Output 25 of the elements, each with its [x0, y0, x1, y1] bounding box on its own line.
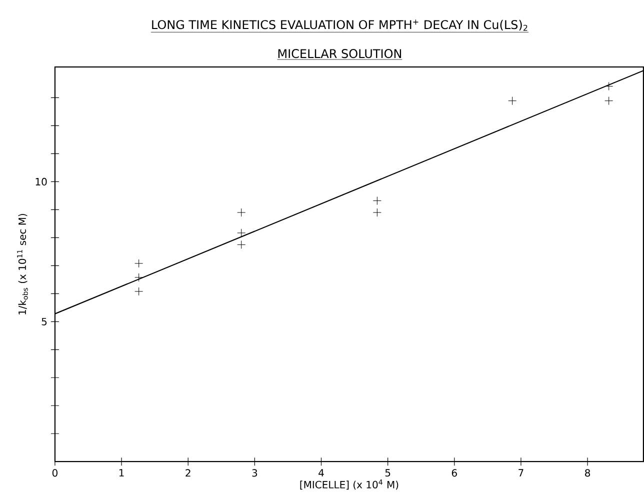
x-tick-label: 5	[385, 469, 390, 477]
point	[134, 273, 144, 282]
x-tick-label: 1	[119, 469, 124, 477]
point	[508, 96, 517, 106]
point	[134, 259, 144, 268]
chart-title: LONG TIME KINETICS EVALUATION OF MPTH$^{+}$ DECAY IN Cu(LS)$_{2}$	[152, 20, 528, 31]
point	[604, 82, 614, 91]
x-tick-label: 6	[452, 469, 457, 477]
x-axis-title: [MICELLE] (x 10$^{4}$ M)	[300, 480, 398, 490]
y-axis-title: 1/k$_{obs}$ (x 10$^{11}$ sec M)	[17, 214, 28, 315]
point	[604, 96, 614, 106]
x-tick-label: 4	[318, 469, 324, 477]
point	[134, 287, 144, 296]
x-tick-label: 0	[52, 469, 58, 477]
point	[372, 196, 382, 206]
chart-subtitle: MICELLAR SOLUTION	[278, 49, 402, 58]
x-tick-label: 2	[186, 469, 190, 477]
x-tick-label: 3	[252, 469, 258, 477]
y-tick-label: 10	[36, 178, 47, 186]
point	[237, 228, 246, 238]
x-tick-label: 8	[585, 469, 590, 477]
point	[237, 240, 246, 250]
point	[372, 208, 382, 217]
point	[237, 208, 246, 217]
x-tick-label: 7	[518, 469, 524, 477]
